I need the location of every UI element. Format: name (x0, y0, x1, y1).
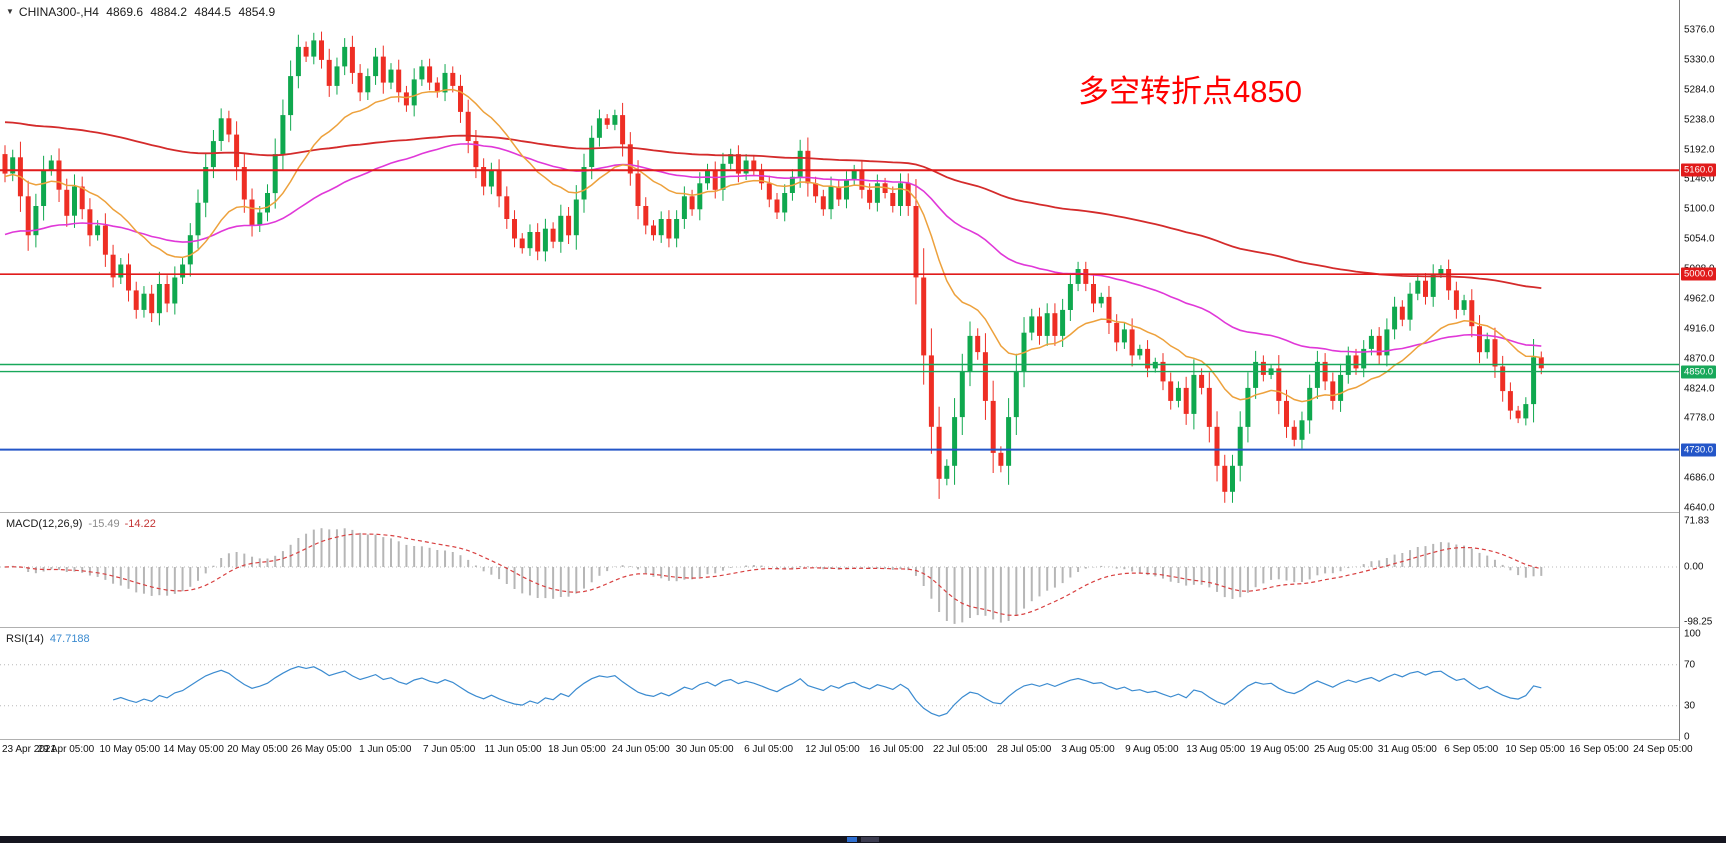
price-axis-label: 5146.0 (1684, 173, 1715, 185)
time-axis-label: 10 May 05:00 (99, 744, 161, 755)
price-axis-label: 4962.0 (1684, 293, 1715, 305)
macd-axis-label: -98.25 (1684, 616, 1713, 628)
macd-axis-label: 0.00 (1684, 561, 1704, 573)
time-axis-label: 31 Aug 05:00 (1377, 744, 1437, 755)
ma-mid-line[interactable] (4, 143, 1542, 353)
time-axis-label: 20 May 05:00 (227, 744, 288, 755)
time-axis-label: 10 Sep 05:00 (1505, 744, 1565, 755)
price-axis-label: 5100.0 (1684, 203, 1715, 215)
macd-panel[interactable]: MACD(12,26,9) -15.49 -14.22 (0, 514, 1679, 628)
price-axis-label: 5238.0 (1684, 114, 1715, 126)
time-axis-label: 18 Jun 05:00 (547, 744, 606, 755)
time-axis-label: 7 Jun 05:00 (423, 744, 476, 755)
time-axis-label: 12 Jul 05:00 (805, 744, 860, 755)
rsi-axis-label: 100 (1684, 628, 1701, 640)
macd-signal-line[interactable] (4, 533, 1542, 617)
macd-chart-svg (0, 528, 1679, 624)
macd-value-signal: -14.22 (124, 518, 156, 530)
rsi-axis-label: 70 (1684, 659, 1696, 671)
price-axis-label: 5192.0 (1684, 144, 1715, 155)
price-axis-label: 4916.0 (1684, 323, 1715, 335)
main-chart-panel[interactable]: ▼ CHINA300-,H4 4869.6 4884.2 4844.5 4854.… (0, 0, 1679, 513)
collapse-triangle-icon[interactable]: ▼ (6, 7, 14, 16)
time-axis-label: 24 Sep 05:00 (1633, 744, 1693, 755)
time-axis-label: 13 Aug 05:00 (1186, 744, 1246, 755)
rsi-line[interactable] (112, 665, 1542, 717)
rsi-label: RSI(14) 47.7188 (6, 633, 90, 645)
taskbar-icon[interactable] (847, 837, 857, 842)
price-tag-4850.0: 4850.0 (1681, 365, 1717, 379)
bottom-whitespace (0, 760, 1726, 836)
time-axis-label: 26 May 05:00 (291, 744, 352, 755)
time-axis-label: 24 Jun 05:00 (611, 744, 670, 755)
time-axis-label: 29 Apr 05:00 (37, 744, 95, 755)
price-axis-label: 5330.0 (1684, 54, 1715, 66)
price-tag-5000.0: 5000.0 (1681, 267, 1717, 281)
price-axis-label: 4870.0 (1684, 353, 1715, 365)
time-axis-label: 30 Jun 05:00 (675, 744, 734, 755)
rsi-axis-label: 0 (1684, 731, 1690, 742)
taskbar-window-button[interactable] (861, 837, 879, 842)
rsi-value: 47.7188 (49, 633, 90, 645)
price-axis-label: 5284.0 (1684, 84, 1715, 96)
time-axis-label: 28 Jul 05:00 (996, 744, 1052, 755)
symbol-period-label: CHINA300-,H4 (18, 5, 99, 19)
time-axis-label: 25 Aug 05:00 (1313, 744, 1373, 755)
time-axis-label: 11 Jun 05:00 (484, 744, 542, 755)
time-axis-label: 16 Jul 05:00 (869, 744, 924, 755)
price-axis-label: 4640.0 (1684, 502, 1715, 514)
candlestick-chart-svg (0, 31, 1679, 503)
ohlc-open: 4869.6 (106, 5, 143, 19)
time-axis-label: 14 May 05:00 (163, 744, 224, 755)
time-axis-label: 9 Aug 05:00 (1125, 744, 1179, 755)
macd-label: MACD(12,26,9) -15.49 -14.22 (6, 518, 156, 530)
macd-name: MACD(12,26,9) (6, 518, 83, 530)
time-axis-label: 3 Aug 05:00 (1061, 744, 1115, 755)
ohlc-close: 4854.9 (238, 5, 276, 19)
price-axis-label: 4778.0 (1684, 412, 1715, 424)
time-axis-label: 6 Jul 05:00 (744, 744, 794, 755)
time-axis-label: 6 Sep 05:00 (1444, 744, 1499, 755)
price-axis-label: 5376.0 (1684, 24, 1715, 36)
taskbar[interactable] (0, 836, 1726, 843)
time-axis-label: 19 Aug 05:00 (1250, 744, 1310, 755)
price-axis-label: 4686.0 (1684, 472, 1715, 484)
ma-slow-line[interactable] (4, 121, 1542, 289)
rsi-axis-label: 30 (1684, 700, 1696, 712)
time-axis-label: 16 Sep 05:00 (1569, 744, 1629, 755)
rsi-panel[interactable]: RSI(14) 47.7188 (0, 629, 1679, 740)
time-axis-label: 1 Jun 05:00 (359, 744, 412, 755)
price-tag-5160.0: 5160.0 (1681, 163, 1717, 177)
candles-layer (2, 31, 1544, 503)
macd-histogram (11, 528, 1543, 624)
time-axis-label: 23 Apr 2021 (2, 744, 56, 755)
rsi-chart-svg (0, 664, 1679, 717)
price-axis-label: 4824.0 (1684, 383, 1715, 395)
price-axis[interactable]: 5376.0 5330.0 5284.0 5238.0 5192.0 5146.0 5100… (1679, 0, 1726, 742)
rsi-name: RSI(14) (6, 633, 44, 645)
turning-point-annotation: 多空转折点4850 (1078, 74, 1302, 109)
chart-header: ▼ CHINA300-,H4 4869.6 4884.2 4844.5 4854.… (6, 5, 279, 19)
time-axis-label: 22 Jul 05:00 (932, 744, 988, 755)
ohlc-low: 4844.5 (194, 5, 232, 19)
price-axis-label: 5054.0 (1684, 233, 1715, 245)
macd-value-main: -15.49 (88, 518, 120, 530)
ohlc-high: 4884.2 (150, 5, 188, 19)
macd-axis-label: 71.83 (1684, 515, 1710, 527)
time-axis[interactable]: 23 Apr 2021 29 Apr 05:00 10 May 05:00 14 Ma… (0, 741, 1726, 760)
ma-fast-line[interactable] (4, 88, 1542, 403)
price-tag-4730.0: 4730.0 (1681, 443, 1717, 457)
